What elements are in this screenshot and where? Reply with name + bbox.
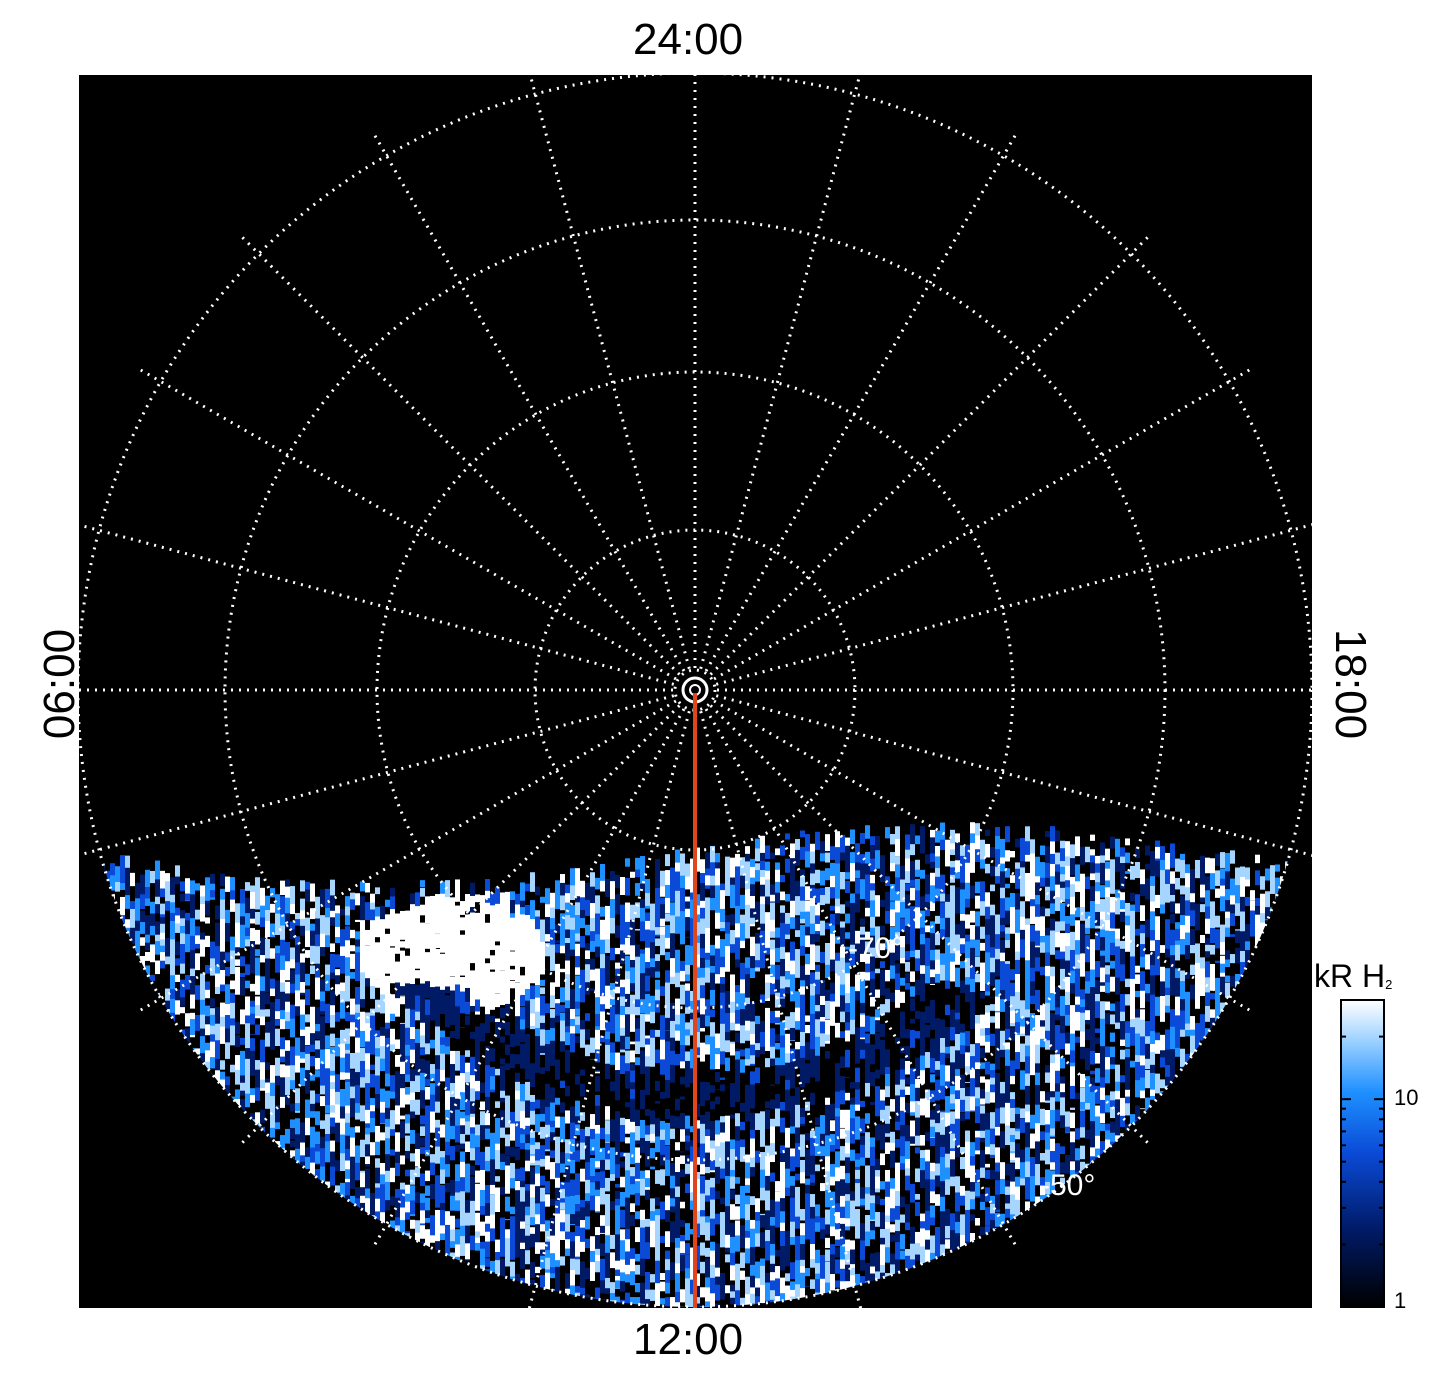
colorbar: [1340, 999, 1385, 1308]
local-time-label-dawn: 06:00: [35, 628, 84, 740]
colorbar-ticks: [1341, 999, 1384, 1308]
colorbar-title: kR H2: [1314, 958, 1393, 994]
local-time-label-noon: 12:00: [633, 1315, 744, 1364]
colorbar-tick-label-10: 10: [1394, 1085, 1419, 1110]
latitude-label-70: -70°: [848, 932, 903, 965]
local-time-label-midnight: 24:00: [633, 15, 744, 64]
local-time-label-dusk: 18:00: [1326, 628, 1375, 740]
latitude-ring: [673, 668, 717, 712]
colorbar-tick-label-1: 1: [1394, 1288, 1407, 1313]
latitude-label-50: -50°: [1040, 1169, 1095, 1202]
